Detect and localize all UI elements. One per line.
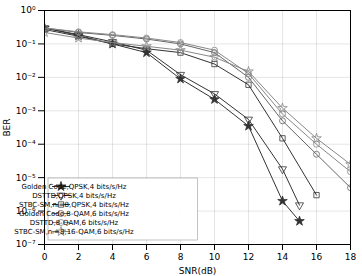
svg-text:12: 12 [243, 252, 254, 262]
svg-text:16: 16 [311, 252, 323, 262]
svg-text:10⁻²: 10⁻² [16, 72, 36, 82]
svg-text:Golden Code,8-QAM,6 bits/s/Hz: Golden Code,8-QAM,6 bits/s/Hz [19, 210, 129, 218]
svg-text:10⁻⁵: 10⁻⁵ [16, 173, 36, 183]
svg-text:8: 8 [178, 252, 184, 262]
svg-text:10⁰: 10⁰ [20, 5, 35, 15]
svg-text:10⁻¹: 10⁻¹ [16, 39, 36, 49]
svg-text:10⁻³: 10⁻³ [16, 106, 36, 116]
svg-text:10: 10 [209, 252, 221, 262]
svg-text:SNR(dB): SNR(dB) [179, 266, 217, 276]
svg-text:18: 18 [345, 252, 357, 262]
svg-text:STBC-SM,nᵣ=8,16-QAM,6 bits/s/H: STBC-SM,nᵣ=8,16-QAM,6 bits/s/Hz [14, 228, 134, 236]
svg-text:2: 2 [76, 252, 82, 262]
svg-text:Golden Code,QPSK,4 bits/s/Hz: Golden Code,QPSK,4 bits/s/Hz [22, 183, 127, 191]
svg-text:0: 0 [42, 252, 48, 262]
svg-text:10⁻⁴: 10⁻⁴ [16, 139, 36, 149]
svg-text:DSTTD,8-QAM,6 bits/s/Hz: DSTTD,8-QAM,6 bits/s/Hz [30, 219, 119, 227]
svg-text:STBC-SM,nᵣ=8,QPSK,4 bits/s/Hz: STBC-SM,nᵣ=8,QPSK,4 bits/s/Hz [19, 201, 129, 209]
svg-text:10⁻⁷: 10⁻⁷ [16, 239, 36, 249]
svg-text:BER: BER [2, 118, 12, 136]
svg-text:DSTTD,QPSK,4 bits/s/Hz: DSTTD,QPSK,4 bits/s/Hz [32, 192, 116, 200]
svg-text:14: 14 [277, 252, 289, 262]
svg-text:4: 4 [110, 252, 116, 262]
svg-text:6: 6 [144, 252, 150, 262]
